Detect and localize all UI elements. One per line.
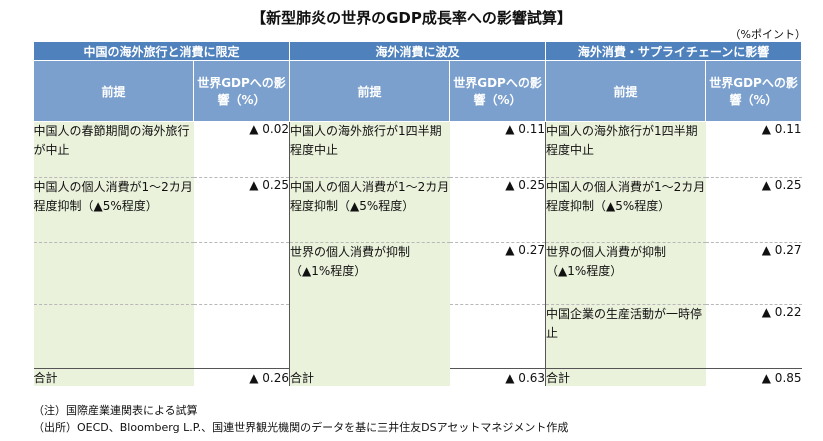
impact-header-3: 世界GDPへの影響（%） bbox=[705, 60, 803, 122]
premise-cell: 中国人の春節期間の海外旅行が中止 bbox=[33, 121, 194, 178]
footnotes: （注）国際産業連関表による試算 （出所）OECD、Bloomberg L.P.、… bbox=[33, 402, 568, 436]
value-cell: ▲ 0.02 bbox=[193, 121, 291, 178]
empty-cell bbox=[33, 242, 194, 305]
total-value: ▲ 0.63 bbox=[449, 368, 547, 386]
total-value: ▲ 0.26 bbox=[193, 368, 291, 386]
group-header-1: 中国の海外旅行と消費に限定 bbox=[32, 42, 291, 61]
impact-table: 中国の海外旅行と消費に限定 海外消費に波及 海外消費・サプライチェーンに影響 前… bbox=[32, 42, 803, 386]
premise-cell: 中国人の海外旅行が1四半期程度中止 bbox=[289, 121, 450, 178]
source-text: （出所）OECD、Bloomberg L.P.、国連世界観光機関のデータを基に三… bbox=[33, 421, 569, 434]
table-row: 中国人の春節期間の海外旅行が中止 ▲ 0.02 中国人の海外旅行が1四半期程度中… bbox=[33, 121, 802, 178]
table-row: 中国人の個人消費が1～2カ月程度抑制（▲5%程度） ▲ 0.25 中国人の個人消… bbox=[33, 177, 802, 243]
total-label: 合計 bbox=[289, 368, 450, 386]
empty-cell bbox=[193, 242, 291, 305]
premise-cell: 中国人の個人消費が1～2カ月程度抑制（▲5%程度） bbox=[289, 177, 450, 243]
premise-header-2: 前提 bbox=[289, 60, 451, 122]
value-cell: ▲ 0.11 bbox=[449, 121, 547, 178]
group-header-row: 中国の海外旅行と消費に限定 海外消費に波及 海外消費・サプライチェーンに影響 bbox=[32, 42, 803, 61]
premise-cell: 中国企業の生産活動が一時停止 bbox=[545, 304, 706, 369]
value-cell: ▲ 0.27 bbox=[449, 242, 547, 305]
value-cell: ▲ 0.25 bbox=[705, 177, 802, 243]
empty-cell bbox=[193, 304, 291, 369]
page-title: 【新型肺炎の世界のGDP成長率への影響試算】 bbox=[251, 9, 572, 27]
premise-cell: 中国人の個人消費が1～2カ月程度抑制（▲5%程度） bbox=[33, 177, 194, 243]
empty-cell bbox=[33, 304, 194, 369]
total-label: 合計 bbox=[33, 368, 194, 386]
impact-header-2: 世界GDPへの影響（%） bbox=[449, 60, 547, 122]
column-header-row: 前提 世界GDPへの影響（%） 前提 世界GDPへの影響（%） 前提 世界GDP… bbox=[33, 60, 803, 122]
group-header-3: 海外消費・サプライチェーンに影響 bbox=[545, 42, 803, 61]
empty-cell bbox=[449, 304, 547, 369]
premise-cell: 中国人の個人消費が1～2カ月程度抑制（▲5%程度） bbox=[545, 177, 706, 243]
premise-cell: 世界の個人消費が抑制（▲1%程度） bbox=[289, 242, 450, 369]
group-header-2: 海外消費に波及 bbox=[289, 42, 547, 61]
value-cell: ▲ 0.11 bbox=[705, 121, 802, 178]
premise-header-1: 前提 bbox=[33, 60, 194, 122]
total-row: 合計 ▲ 0.26 合計 ▲ 0.63 合計 ▲ 0.85 bbox=[33, 368, 802, 386]
unit-label: （%ポイント） bbox=[729, 28, 806, 41]
table-row: 世界の個人消費が抑制（▲1%程度） ▲ 0.27 世界の個人消費が抑制（▲1%程… bbox=[33, 242, 802, 369]
value-cell: ▲ 0.27 bbox=[705, 242, 802, 305]
value-cell: ▲ 0.25 bbox=[193, 177, 291, 243]
total-label: 合計 bbox=[545, 368, 706, 386]
total-value: ▲ 0.85 bbox=[705, 368, 802, 386]
table-row: 中国企業の生産活動が一時停止 ▲ 0.22 bbox=[33, 304, 802, 369]
premise-cell: 中国人の海外旅行が1四半期程度中止 bbox=[545, 121, 706, 178]
note-text: （注）国際産業連関表による試算 bbox=[33, 404, 198, 417]
premise-cell: 世界の個人消費が抑制（▲1%程度） bbox=[545, 242, 706, 305]
impact-header-1: 世界GDPへの影響（%） bbox=[192, 60, 291, 122]
premise-header-3: 前提 bbox=[545, 60, 707, 122]
value-cell: ▲ 0.22 bbox=[705, 304, 802, 369]
value-cell: ▲ 0.25 bbox=[449, 177, 547, 243]
